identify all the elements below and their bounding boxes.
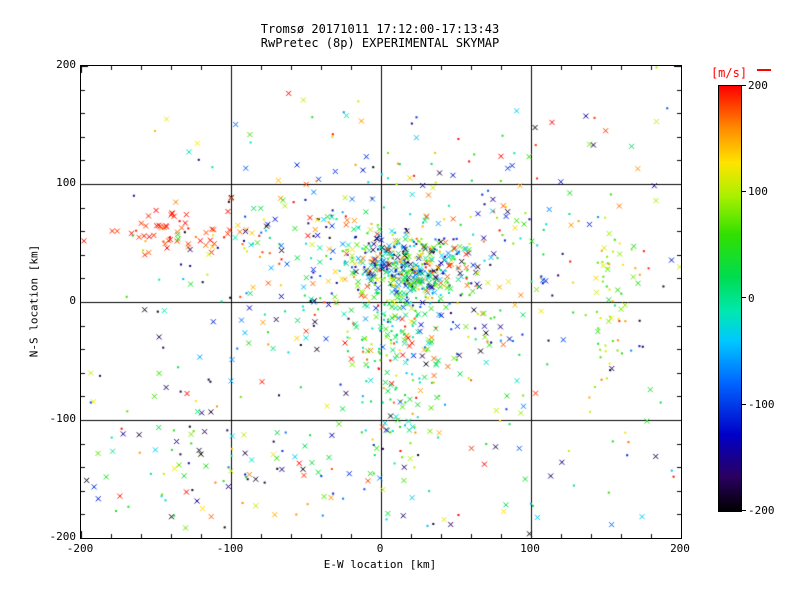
plot-area	[80, 65, 682, 539]
colorbar-tick-mark	[741, 85, 746, 86]
scatter-canvas	[81, 66, 681, 538]
colorbar-tick-label: 200	[748, 79, 768, 92]
colorbar-tick-label: -200	[748, 504, 775, 517]
y-tick-label: -100	[49, 412, 77, 425]
colorbar-label: [m/s]	[710, 66, 748, 80]
colorbar-tick-label: 0	[748, 292, 755, 305]
x-tick-label: 200	[670, 542, 690, 555]
colorbar-tick-mark	[741, 510, 746, 511]
y-tick-label: 200	[56, 58, 76, 71]
x-tick-label: -200	[66, 542, 94, 555]
y-tick-label: -200	[49, 530, 77, 543]
x-axis-label: E-W location [km]	[323, 558, 437, 571]
colorbar	[718, 85, 742, 512]
plot-subtitle: RwPretec (8p) EXPERIMENTAL SKYMAP	[260, 36, 500, 50]
plot-title: Tromsø 20171011 17:12:00-17:13:43	[260, 22, 500, 36]
colorbar-gradient	[719, 86, 741, 511]
colorbar-tick-label: 100	[748, 185, 768, 198]
x-tick-label: -100	[216, 542, 244, 555]
x-tick-label: 0	[376, 542, 384, 555]
colorbar-tick-label: -100	[748, 398, 775, 411]
colorbar-tick-mark	[741, 191, 746, 192]
colorbar-tick-mark	[741, 297, 746, 298]
colorbar-tick-mark	[741, 404, 746, 405]
colorbar-max-tick	[757, 69, 771, 71]
y-tick-label: 100	[56, 176, 76, 189]
x-tick-label: 100	[520, 542, 540, 555]
y-tick-label: 0	[69, 294, 76, 307]
